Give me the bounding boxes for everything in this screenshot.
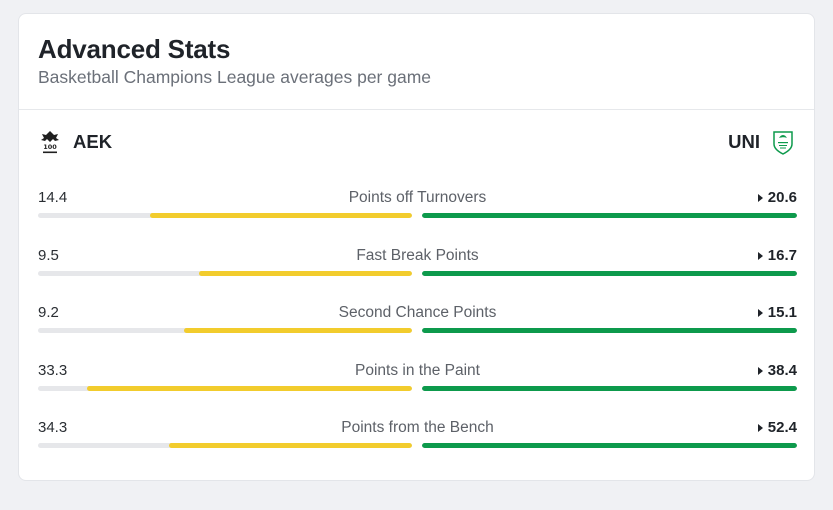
home-stat-bar-fill bbox=[150, 213, 412, 218]
card-subtitle: Basketball Champions League averages per… bbox=[38, 67, 432, 87]
away-stat-bar bbox=[422, 271, 797, 276]
leader-arrow-icon bbox=[757, 423, 763, 432]
away-stat-value-text: 15.1 bbox=[767, 304, 797, 321]
home-stat-value: 14.4 bbox=[38, 189, 68, 206]
away-stat-bar bbox=[422, 443, 797, 448]
home-stat-value: 34.3 bbox=[38, 419, 68, 436]
home-stat-bar-fill bbox=[183, 328, 412, 333]
away-stat-value: 20.6 bbox=[757, 189, 797, 206]
away-stat-value-text: 38.4 bbox=[767, 362, 797, 379]
away-stat-value-text: 52.4 bbox=[767, 419, 797, 436]
away-team[interactable]: UNI bbox=[728, 128, 794, 156]
away-stat-bar bbox=[422, 213, 797, 218]
away-stat-bar-fill bbox=[422, 386, 797, 391]
uni-shield-icon bbox=[773, 131, 793, 155]
stat-label: Points off Turnovers bbox=[348, 189, 487, 206]
leader-arrow-icon bbox=[757, 308, 763, 317]
away-stat-bar-fill bbox=[422, 443, 797, 448]
home-team-name: AEK bbox=[73, 131, 113, 152]
away-stat-value: 15.1 bbox=[757, 304, 797, 321]
stat-label: Points in the Paint bbox=[355, 362, 480, 379]
stat-label: Points from the Bench bbox=[341, 419, 494, 436]
home-stat-bar bbox=[38, 213, 412, 218]
away-stat-bar-fill bbox=[422, 213, 797, 218]
stat-label: Fast Break Points bbox=[356, 247, 479, 264]
leader-arrow-icon bbox=[757, 193, 763, 202]
home-stat-bar bbox=[38, 443, 412, 448]
away-stat-value: 38.4 bbox=[757, 362, 797, 379]
home-stat-bar bbox=[38, 328, 412, 333]
svg-text:100: 100 bbox=[43, 143, 57, 151]
away-stat-value: 52.4 bbox=[757, 419, 797, 436]
home-stat-bar-fill bbox=[86, 386, 412, 391]
home-team[interactable]: 100 AEK bbox=[39, 128, 112, 156]
leader-arrow-icon bbox=[757, 251, 763, 260]
home-stat-bar-fill bbox=[198, 271, 412, 276]
home-stat-bar-fill bbox=[168, 443, 412, 448]
away-stat-bar-fill bbox=[422, 271, 797, 276]
stat-row: 9.2 Second Chance Points 15.1 bbox=[38, 304, 797, 344]
home-stat-bar bbox=[38, 271, 412, 276]
aek-crest-icon: 100 bbox=[41, 131, 59, 154]
leader-arrow-icon bbox=[757, 366, 763, 375]
card-title: Advanced Stats bbox=[38, 34, 231, 64]
away-stat-value: 16.7 bbox=[757, 247, 797, 264]
away-stat-value-text: 20.6 bbox=[767, 189, 797, 206]
away-team-name: UNI bbox=[728, 131, 760, 152]
home-stat-value: 9.5 bbox=[38, 247, 59, 264]
home-stat-value: 33.3 bbox=[38, 362, 68, 379]
stat-row: 33.3 Points in the Paint 38.4 bbox=[38, 362, 797, 402]
stat-label: Second Chance Points bbox=[338, 304, 497, 321]
away-stat-bar bbox=[422, 328, 797, 333]
home-stat-value: 9.2 bbox=[38, 304, 59, 321]
away-stat-value-text: 16.7 bbox=[767, 247, 797, 264]
away-stat-bar bbox=[422, 386, 797, 391]
home-stat-bar bbox=[38, 386, 412, 391]
stat-row: 14.4 Points off Turnovers 20.6 bbox=[38, 189, 797, 229]
away-stat-bar-fill bbox=[422, 328, 797, 333]
advanced-stats-card: Advanced Stats Basketball Champions Leag… bbox=[18, 13, 815, 481]
stat-row: 9.5 Fast Break Points 16.7 bbox=[38, 247, 797, 287]
card-header: Advanced Stats Basketball Champions Leag… bbox=[19, 14, 814, 110]
stat-row: 34.3 Points from the Bench 52.4 bbox=[38, 419, 797, 459]
